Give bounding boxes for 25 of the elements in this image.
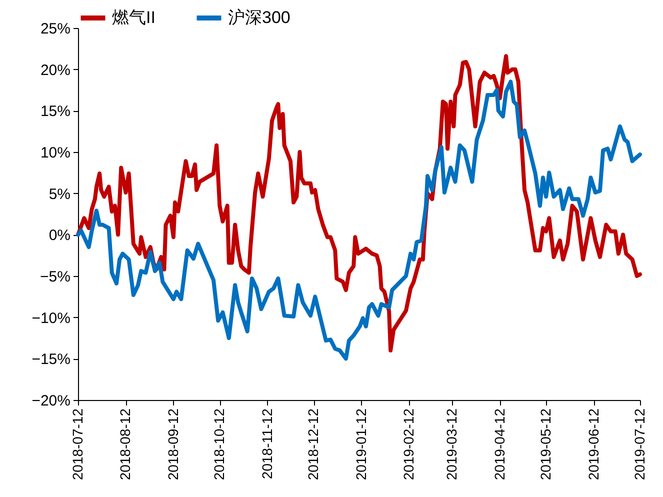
x-tick-label: 2018-08-12 xyxy=(117,408,134,480)
y-tick-label: −20% xyxy=(32,392,70,410)
x-tick-label: 2019-01-12 xyxy=(352,408,369,480)
y-tick-label: 20% xyxy=(40,62,70,79)
y-tick-label: 5% xyxy=(48,186,70,203)
y-tick-label: 10% xyxy=(40,144,70,162)
x-tick-label: 2018-11-12 xyxy=(258,408,275,480)
legend-label: 沪深300 xyxy=(228,8,290,27)
y-tick-label: −10% xyxy=(32,310,70,327)
y-tick-label: 25% xyxy=(40,20,70,38)
x-tick-label: 2019-07-12 xyxy=(632,408,648,480)
y-tick-label: 0% xyxy=(48,227,70,244)
legend-label: 燃气II xyxy=(112,8,156,27)
x-tick-label: 2018-07-12 xyxy=(70,408,86,480)
x-tick-label: 2018-12-12 xyxy=(305,408,322,480)
y-tick-label: −5% xyxy=(40,268,70,286)
y-tick-label: −15% xyxy=(32,351,70,368)
x-tick-label: 2019-06-12 xyxy=(585,408,602,480)
x-tick-label: 2019-04-12 xyxy=(491,408,508,480)
x-tick-label: 2019-02-12 xyxy=(400,408,417,480)
x-tick-label: 2018-09-12 xyxy=(164,408,181,480)
x-tick-label: 2019-03-12 xyxy=(444,408,460,480)
y-tick-label: 15% xyxy=(40,103,70,120)
x-tick-label: 2019-05-12 xyxy=(538,408,554,480)
x-tick-label: 2018-10-12 xyxy=(211,408,228,480)
